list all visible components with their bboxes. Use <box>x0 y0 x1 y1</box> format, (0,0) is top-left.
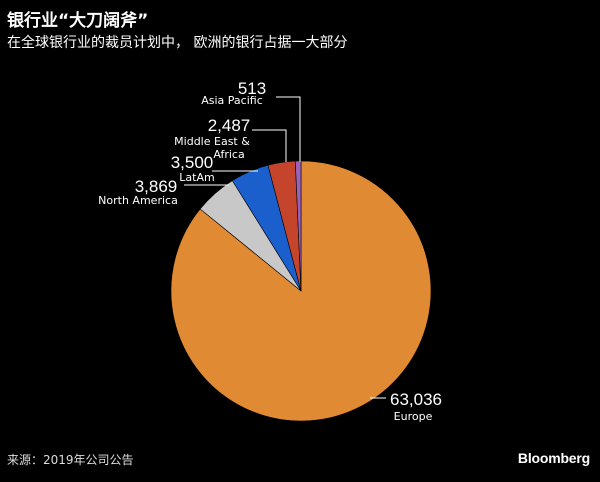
slice-label-middle-east-africa-line2: Africa <box>213 148 244 161</box>
slice-value-asia-pacific: 513 <box>238 79 266 98</box>
bloomberg-logo: Bloomberg <box>517 450 590 466</box>
slice-label-europe: Europe <box>394 410 433 423</box>
leader-line-middle-east-africa <box>252 129 287 162</box>
slice-value-middle-east-africa: 2,487 <box>208 116 251 135</box>
slice-label-middle-east-africa-line1: Middle East & <box>174 135 250 148</box>
slice-label-asia-pacific: Asia Pacific <box>201 94 263 107</box>
pie-slice-asia-pacific <box>294 160 302 292</box>
slice-value-north-america: 3,869 <box>135 177 178 196</box>
slice-value-europe: 63,036 <box>390 390 442 409</box>
chart-subtitle: 在全球银行业的裁员计划中， 欧洲的银行占据一大部分 <box>7 35 348 51</box>
pie-slices <box>170 160 432 422</box>
slice-value-latam: 3,500 <box>171 153 214 172</box>
chart-title: 银行业“大刀阔斧” <box>7 11 149 31</box>
source-note: 来源：2019年公司公告 <box>7 453 134 467</box>
leader-line-asia-pacific <box>276 96 301 162</box>
leader-lines <box>184 96 386 399</box>
slice-label-latam: LatAm <box>179 171 214 184</box>
slice-label-north-america: North America <box>98 194 178 207</box>
